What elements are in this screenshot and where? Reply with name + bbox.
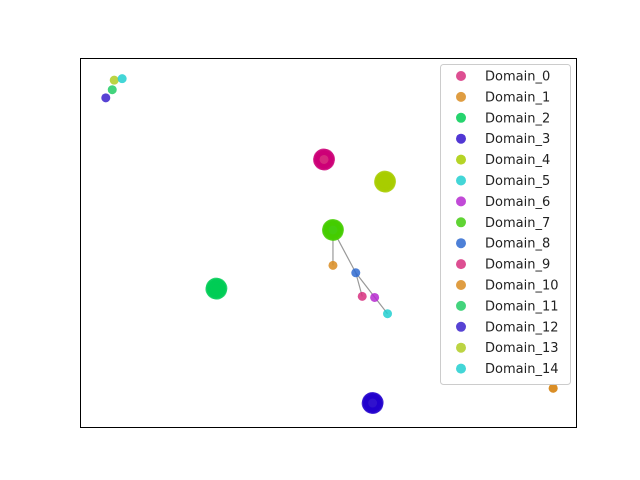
legend-label-0: Domain_0	[485, 70, 550, 85]
legend-label-1: Domain_1	[485, 90, 550, 105]
legend-marker-0	[456, 71, 466, 81]
legend-marker-1	[456, 91, 466, 102]
legend-marker-12	[456, 321, 466, 332]
legend-item-2: Domain_2	[456, 111, 550, 126]
legend-label-9: Domain_9	[485, 258, 550, 273]
legend-label-3: Domain_3	[485, 132, 550, 147]
point-domain-8-0	[351, 268, 361, 278]
legend-item-11: Domain_11	[456, 299, 559, 314]
point-domain-12-0	[101, 93, 111, 103]
legend-label-8: Domain_8	[485, 237, 550, 252]
edge-3	[355, 272, 388, 315]
legend-label-10: Domain_10	[485, 279, 559, 294]
legend-item-0: Domain_0	[456, 70, 550, 85]
legend-marker-14	[456, 363, 466, 374]
point-domain-6-0	[370, 292, 380, 302]
legend-label-12: Domain_12	[485, 320, 559, 335]
legend-marker-11	[456, 300, 466, 311]
legend-label-7: Domain_7	[485, 216, 550, 231]
legend-item-13: Domain_13	[456, 341, 559, 356]
legend: Domain_0 Domain_1 Domain_2 Domain_3 Domain_4…	[440, 64, 571, 385]
legend-marker-13	[456, 342, 466, 353]
legend-marker-8	[456, 238, 466, 249]
legend-item-1: Domain_1	[456, 90, 550, 105]
legend-label-13: Domain_13	[485, 341, 559, 356]
legend-marker-9	[456, 259, 466, 270]
legend-item-3: Domain_3	[456, 132, 550, 147]
legend-marker-4	[456, 154, 466, 165]
legend-label-5: Domain_5	[485, 174, 550, 189]
point-domain-4-0	[380, 177, 390, 187]
legend-label-6: Domain_6	[485, 195, 550, 210]
point-domain-0-0	[319, 154, 329, 164]
legend-item-5: Domain_5	[456, 174, 550, 189]
point-domain-3-0	[368, 398, 378, 408]
point-domain-13-0	[109, 75, 119, 85]
legend-items: Domain_0 Domain_1 Domain_2 Domain_3 Domain_4…	[456, 70, 559, 377]
legend-item-9: Domain_9	[456, 258, 550, 273]
point-domain-9-0	[357, 291, 367, 301]
legend-label-2: Domain_2	[485, 111, 550, 126]
legend-marker-3	[456, 133, 466, 144]
legend-item-14: Domain_14	[456, 362, 559, 377]
legend-box	[440, 64, 571, 385]
point-domain-14-0	[117, 74, 127, 84]
legend-item-7: Domain_7	[456, 216, 550, 231]
legend-item-6: Domain_6	[456, 195, 550, 210]
point-domain-11-0	[107, 85, 117, 95]
legend-label-14: Domain_14	[485, 362, 559, 377]
point-domain-2-0	[211, 284, 221, 294]
legend-marker-6	[456, 196, 466, 207]
point-domain-7-0	[328, 225, 338, 235]
legend-item-12: Domain_12	[456, 320, 559, 335]
legend-item-10: Domain_10	[456, 279, 559, 294]
point-domain-1-0	[328, 260, 338, 270]
points-layer	[101, 74, 558, 408]
legend-marker-5	[456, 175, 466, 186]
legend-label-4: Domain_4	[485, 153, 550, 168]
legend-marker-10	[456, 280, 466, 290]
point-domain-10-0	[548, 383, 558, 393]
legend-label-11: Domain_11	[485, 299, 559, 314]
legend-item-4: Domain_4	[456, 153, 550, 168]
point-domain-5-0	[383, 309, 393, 319]
legend-marker-2	[456, 112, 466, 123]
legend-item-8: Domain_8	[456, 237, 550, 252]
legend-marker-7	[456, 217, 466, 228]
